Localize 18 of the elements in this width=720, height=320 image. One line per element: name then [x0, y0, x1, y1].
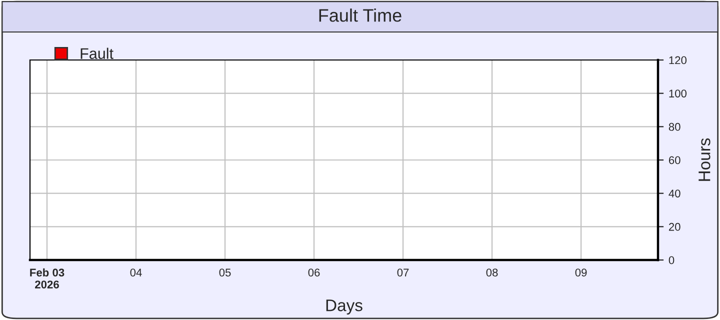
chart-title: Fault Time	[319, 8, 402, 22]
x-tick-label: 05	[219, 268, 231, 276]
y-tick-label: 40	[668, 190, 680, 198]
y-tick-label: 100	[669, 90, 687, 98]
x-tick-label: 07	[397, 268, 409, 276]
x-tick-label: 04	[130, 268, 142, 276]
x-axis-title: Days	[326, 300, 362, 315]
y-tick-label: 20	[668, 222, 680, 231]
x-tick-label: Feb 03 2026	[30, 268, 64, 288]
y-tick-label: 80	[668, 122, 680, 131]
x-tick-label: 08	[486, 268, 498, 276]
y-tick-label: 60	[668, 156, 680, 164]
x-tick-label: 09	[575, 268, 587, 276]
y-tick-label: 120	[669, 56, 687, 64]
y-axis-title: Hours	[698, 138, 710, 181]
y-tick-label: 0	[668, 256, 674, 264]
legend-label: Fault	[80, 48, 114, 59]
x-tick-label: 06	[308, 268, 320, 276]
